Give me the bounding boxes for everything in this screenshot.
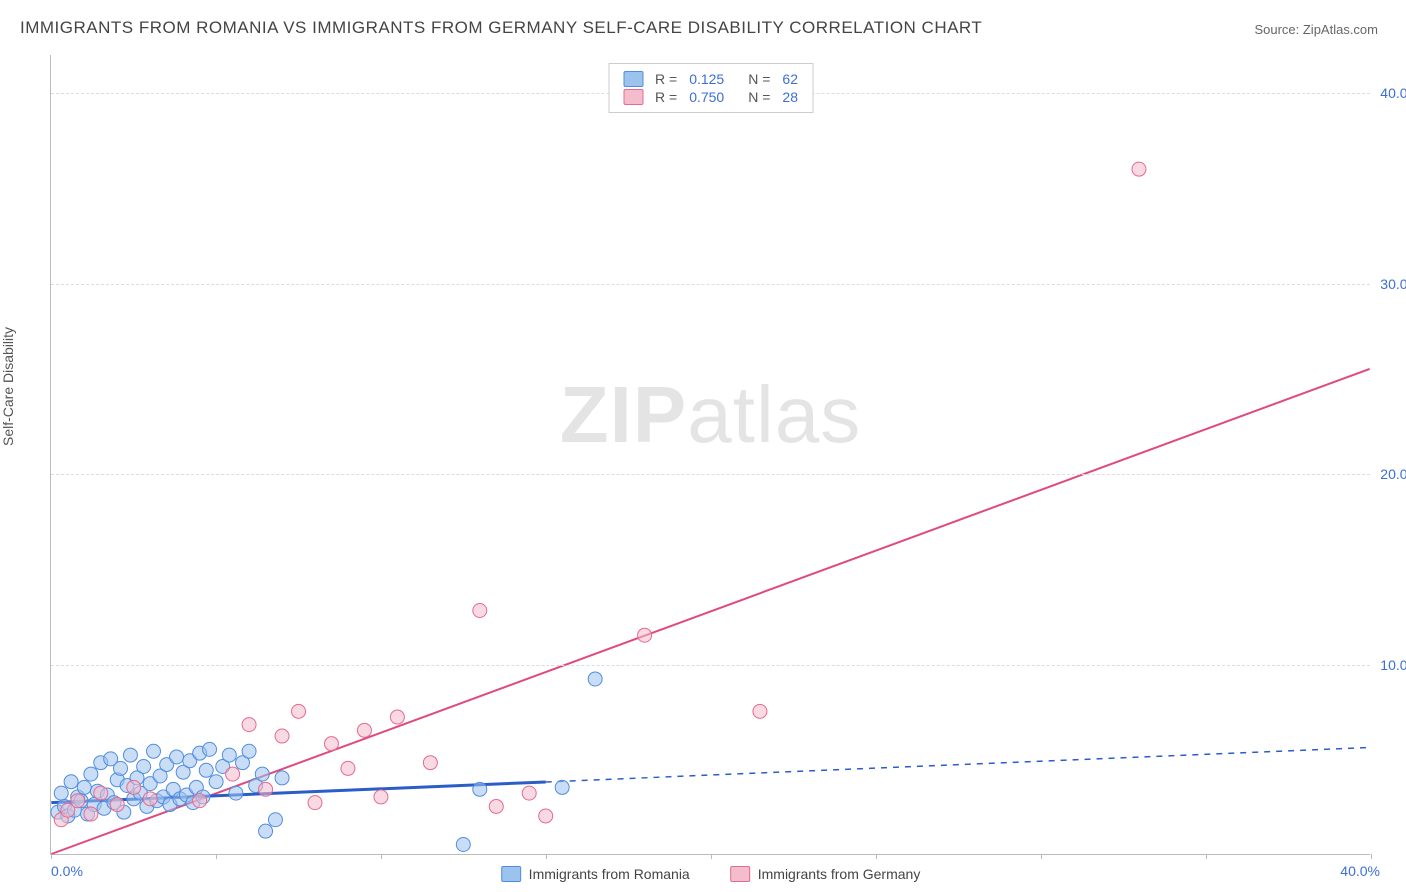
- point-romania: [255, 767, 269, 781]
- legend-row-germany: R = 0.750 N = 28: [623, 89, 798, 105]
- swatch-germany: [623, 89, 643, 105]
- point-germany: [390, 710, 404, 724]
- point-germany: [84, 807, 98, 821]
- legend-label-romania: Immigrants from Romania: [529, 866, 690, 882]
- point-germany: [242, 718, 256, 732]
- x-axis-start-label: 0.0%: [51, 863, 83, 879]
- point-romania: [209, 775, 223, 789]
- x-tick-mark: [216, 854, 217, 859]
- source-prefix: Source:: [1254, 22, 1302, 37]
- y-tick-label: 10.0%: [1380, 657, 1406, 673]
- swatch-romania-bottom: [501, 866, 521, 882]
- point-romania: [259, 824, 273, 838]
- x-tick-mark: [1371, 854, 1372, 859]
- swatch-germany-bottom: [730, 866, 750, 882]
- gridline: [51, 665, 1370, 666]
- point-romania: [114, 761, 128, 775]
- r-value-0: 0.125: [689, 71, 724, 87]
- point-germany: [259, 782, 273, 796]
- point-romania: [473, 782, 487, 796]
- r-value-1: 0.750: [689, 89, 724, 105]
- point-germany: [324, 737, 338, 751]
- point-romania: [84, 767, 98, 781]
- point-germany: [539, 809, 553, 823]
- point-germany: [357, 723, 371, 737]
- legend-label-germany: Immigrants from Germany: [758, 866, 921, 882]
- point-romania: [64, 775, 78, 789]
- plot-area: ZIPatlas R = 0.125 N = 62 R = 0.750 N = …: [50, 55, 1370, 855]
- y-axis-label: Self-Care Disability: [0, 327, 16, 446]
- point-germany: [374, 790, 388, 804]
- point-germany: [341, 761, 355, 775]
- gridline: [51, 284, 1370, 285]
- legend-row-romania: R = 0.125 N = 62: [623, 71, 798, 87]
- gridline: [51, 474, 1370, 475]
- point-romania: [268, 813, 282, 827]
- point-germany: [638, 628, 652, 642]
- x-tick-mark: [51, 854, 52, 859]
- point-romania: [199, 763, 213, 777]
- trend-line-germany: [51, 369, 1369, 854]
- n-value-1: 28: [782, 89, 798, 105]
- x-tick-mark: [876, 854, 877, 859]
- point-germany: [522, 786, 536, 800]
- chart-title: IMMIGRANTS FROM ROMANIA VS IMMIGRANTS FR…: [20, 18, 982, 38]
- point-romania: [456, 837, 470, 851]
- point-romania: [242, 744, 256, 758]
- point-germany: [193, 794, 207, 808]
- legend-item-germany: Immigrants from Germany: [730, 866, 921, 882]
- source-name: ZipAtlas.com: [1303, 22, 1378, 37]
- n-value-0: 62: [782, 71, 798, 87]
- y-tick-label: 30.0%: [1380, 276, 1406, 292]
- point-romania: [203, 742, 217, 756]
- point-germany: [143, 792, 157, 806]
- y-tick-label: 20.0%: [1380, 466, 1406, 482]
- x-tick-mark: [711, 854, 712, 859]
- x-axis-end-label: 40.0%: [1340, 863, 1380, 879]
- point-romania: [170, 750, 184, 764]
- point-romania: [123, 748, 137, 762]
- point-germany: [127, 780, 141, 794]
- point-romania: [588, 672, 602, 686]
- point-germany: [292, 704, 306, 718]
- point-romania: [147, 744, 161, 758]
- r-label-0: R =: [655, 71, 677, 87]
- point-romania: [222, 748, 236, 762]
- chart-svg: [51, 55, 1370, 854]
- trend-line-romania-dashed: [546, 747, 1370, 781]
- source-attribution: Source: ZipAtlas.com: [1254, 22, 1378, 37]
- point-romania: [555, 780, 569, 794]
- point-germany: [489, 799, 503, 813]
- point-germany: [473, 604, 487, 618]
- legend-item-romania: Immigrants from Romania: [501, 866, 690, 882]
- point-romania: [275, 771, 289, 785]
- x-tick-mark: [546, 854, 547, 859]
- point-germany: [94, 786, 108, 800]
- point-romania: [77, 780, 91, 794]
- point-germany: [71, 794, 85, 808]
- x-tick-mark: [381, 854, 382, 859]
- point-germany: [753, 704, 767, 718]
- point-germany: [275, 729, 289, 743]
- point-germany: [308, 796, 322, 810]
- correlation-legend: R = 0.125 N = 62 R = 0.750 N = 28: [608, 63, 813, 113]
- point-germany: [226, 767, 240, 781]
- point-romania: [229, 786, 243, 800]
- n-label-0: N =: [748, 71, 770, 87]
- x-tick-mark: [1041, 854, 1042, 859]
- point-germany: [423, 756, 437, 770]
- point-romania: [137, 759, 151, 773]
- series-legend: Immigrants from Romania Immigrants from …: [501, 866, 921, 882]
- n-label-1: N =: [748, 89, 770, 105]
- point-germany: [110, 798, 124, 812]
- swatch-romania: [623, 71, 643, 87]
- r-label-1: R =: [655, 89, 677, 105]
- point-germany: [1132, 162, 1146, 176]
- point-romania: [54, 786, 68, 800]
- x-tick-mark: [1206, 854, 1207, 859]
- y-tick-label: 40.0%: [1380, 85, 1406, 101]
